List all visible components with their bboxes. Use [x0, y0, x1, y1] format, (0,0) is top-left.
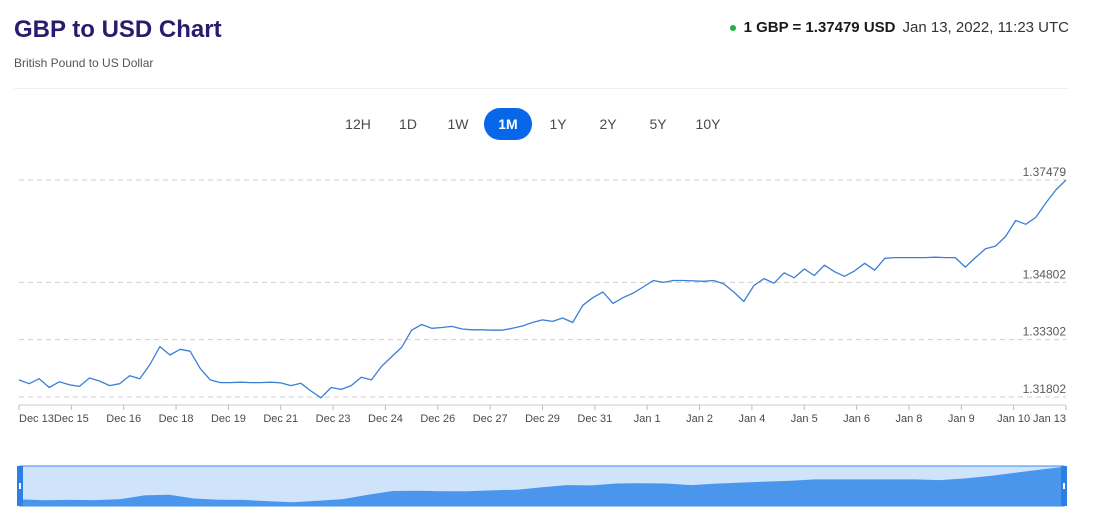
x-tick-label: Jan 6 [843, 413, 870, 425]
tab-1m[interactable]: 1M [484, 108, 532, 140]
x-tick-label: Jan 1 [634, 413, 661, 425]
navigator-area [20, 466, 1064, 506]
tab-10y[interactable]: 10Y [695, 116, 721, 132]
rate-value: 1 GBP = 1.37479 USD [743, 19, 896, 36]
x-tick-label: Dec 15 [54, 413, 89, 425]
tab-12h[interactable]: 12H [345, 116, 371, 132]
x-tick-label: Dec 21 [263, 413, 298, 425]
current-rate: 1 GBP = 1.37479 USD Jan 13, 2022, 11:23 … [729, 19, 1070, 36]
handle-grip-icon [19, 483, 21, 489]
x-tick-label: Dec 18 [159, 413, 194, 425]
tab-5y[interactable]: 5Y [649, 116, 667, 132]
header-divider [14, 88, 1069, 89]
x-tick-label: Jan 13 [1033, 413, 1066, 425]
live-status-dot-icon [729, 24, 736, 31]
x-tick-label: Dec 29 [525, 413, 560, 425]
x-tick-label: Jan 4 [738, 413, 765, 425]
x-tick-label: Dec 31 [577, 413, 612, 425]
tab-1w[interactable]: 1W [447, 116, 469, 132]
y-tick-label: 1.34802 [1023, 267, 1067, 281]
x-tick-label: Dec 24 [368, 413, 403, 425]
y-tick-label: 1.31802 [1023, 382, 1067, 396]
y-tick-label: 1.37479 [1023, 165, 1067, 179]
range-tabs: 12H 1D 1W 1M 1Y 2Y 5Y 10Y [334, 108, 732, 140]
x-tick-label: Dec 23 [316, 413, 351, 425]
tab-1d[interactable]: 1D [399, 116, 417, 132]
x-tick-label: Dec 13 [19, 413, 54, 425]
x-tick-label: Jan 8 [895, 413, 922, 425]
x-tick-label: Dec 16 [106, 413, 141, 425]
x-tick-label: Jan 10 [997, 413, 1030, 425]
tab-2y[interactable]: 2Y [599, 116, 617, 132]
x-tick-label: Dec 27 [473, 413, 508, 425]
tab-1y[interactable]: 1Y [549, 116, 567, 132]
x-tick-label: Jan 2 [686, 413, 713, 425]
page-title: GBP to USD Chart [14, 16, 222, 43]
handle-grip-icon [1063, 483, 1065, 489]
x-tick-label: Jan 5 [791, 413, 818, 425]
rate-timestamp: Jan 13, 2022, 11:23 UTC [902, 19, 1070, 36]
y-tick-label: 1.33302 [1023, 325, 1067, 339]
page-subtitle: British Pound to US Dollar [14, 56, 154, 70]
x-tick-label: Dec 26 [420, 413, 455, 425]
line-chart[interactable]: 1.37479 1.34802 1.33302 1.31802 Dec 13 Dec 15… [0, 150, 1099, 430]
chart-navigator[interactable] [0, 458, 1099, 510]
x-tick-label: Dec 19 [211, 413, 246, 425]
x-tick-label: Jan 9 [948, 413, 975, 425]
series-line [18, 179, 1067, 399]
